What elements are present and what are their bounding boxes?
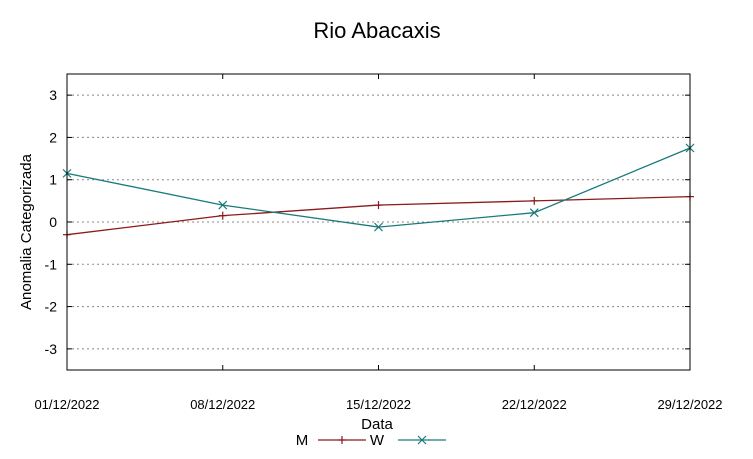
series-line-W	[66, 147, 691, 228]
series-lines	[62, 143, 695, 239]
data-point-W	[529, 208, 539, 218]
y-tick-label: 0	[49, 214, 57, 230]
legend-marker-W	[417, 435, 427, 445]
plot-frame	[66, 73, 691, 371]
x-tick-label: 15/12/2022	[346, 397, 411, 412]
data-point-M	[530, 196, 539, 205]
y-axis-ticks: 3 2 1 0 -1 -2 -3	[45, 87, 690, 357]
grid-lines	[67, 94, 690, 350]
y-tick-label: -3	[45, 341, 58, 357]
legend-label-M: M	[296, 432, 309, 449]
x-tick-label: 29/12/2022	[657, 397, 722, 412]
y-tick-label: -1	[45, 256, 58, 272]
x-tick-label: 08/12/2022	[190, 397, 255, 412]
data-point-W	[218, 200, 228, 210]
y-axis-label: Anomalia Categorizada	[18, 153, 35, 310]
y-tick-label: 3	[49, 87, 57, 103]
y-tick-label: 2	[49, 129, 57, 145]
data-point-M	[218, 211, 227, 220]
x-axis-label: Data	[361, 416, 393, 433]
chart-title: Rio Abacaxis	[313, 18, 440, 43]
y-tick-label: 1	[49, 172, 57, 188]
x-axis-ticks: 01/12/2022 08/12/2022 15/12/2022 22/12/2022…	[34, 74, 723, 412]
data-point-W	[374, 222, 383, 232]
x-tick-label: 01/12/2022	[34, 397, 99, 412]
x-tick-label: 22/12/2022	[502, 397, 567, 412]
legend-marker-M	[338, 436, 346, 444]
data-point-M	[374, 201, 383, 210]
legend-label-W: W	[370, 432, 385, 449]
y-tick-label: -2	[45, 299, 58, 315]
